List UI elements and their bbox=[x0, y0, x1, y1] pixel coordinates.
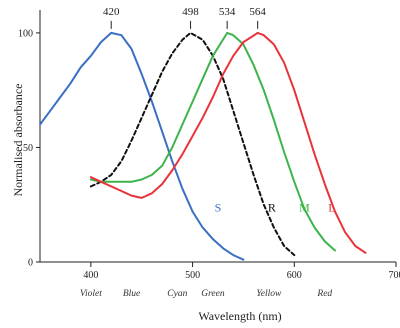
y-tick-label: 100 bbox=[18, 28, 33, 39]
y-axis-title: Normalised absorbance bbox=[11, 84, 25, 197]
x-tick-label: 500 bbox=[185, 270, 200, 281]
y-tick-label: 50 bbox=[23, 143, 33, 154]
series-label-m: M bbox=[299, 201, 310, 215]
color-region-label: Green bbox=[201, 289, 225, 299]
color-region-label: Red bbox=[316, 289, 332, 299]
series-label-l: L bbox=[328, 201, 335, 215]
color-region-label: Cyan bbox=[167, 289, 187, 299]
peak-label: 534 bbox=[219, 6, 236, 18]
x-tick-label: 400 bbox=[83, 270, 98, 281]
x-tick-label: 700 bbox=[389, 270, 400, 281]
series-line-s bbox=[39, 31, 245, 261]
color-region-label: Yellow bbox=[256, 289, 282, 299]
series-label-s: S bbox=[215, 201, 222, 215]
peak-label: 420 bbox=[103, 6, 120, 18]
peak-label: 498 bbox=[182, 6, 199, 18]
color-region-label: Blue bbox=[123, 289, 140, 299]
x-tick-label: 600 bbox=[287, 270, 302, 281]
x-axis-title: Wavelength (nm) bbox=[198, 309, 281, 323]
series-line-r bbox=[89, 31, 296, 257]
series-line-l bbox=[89, 31, 367, 254]
series-line-m bbox=[89, 31, 336, 252]
peak-label: 564 bbox=[249, 6, 266, 18]
color-region-label: Violet bbox=[80, 289, 102, 299]
series-label-r: R bbox=[268, 201, 276, 215]
y-tick-label: 0 bbox=[28, 258, 33, 269]
